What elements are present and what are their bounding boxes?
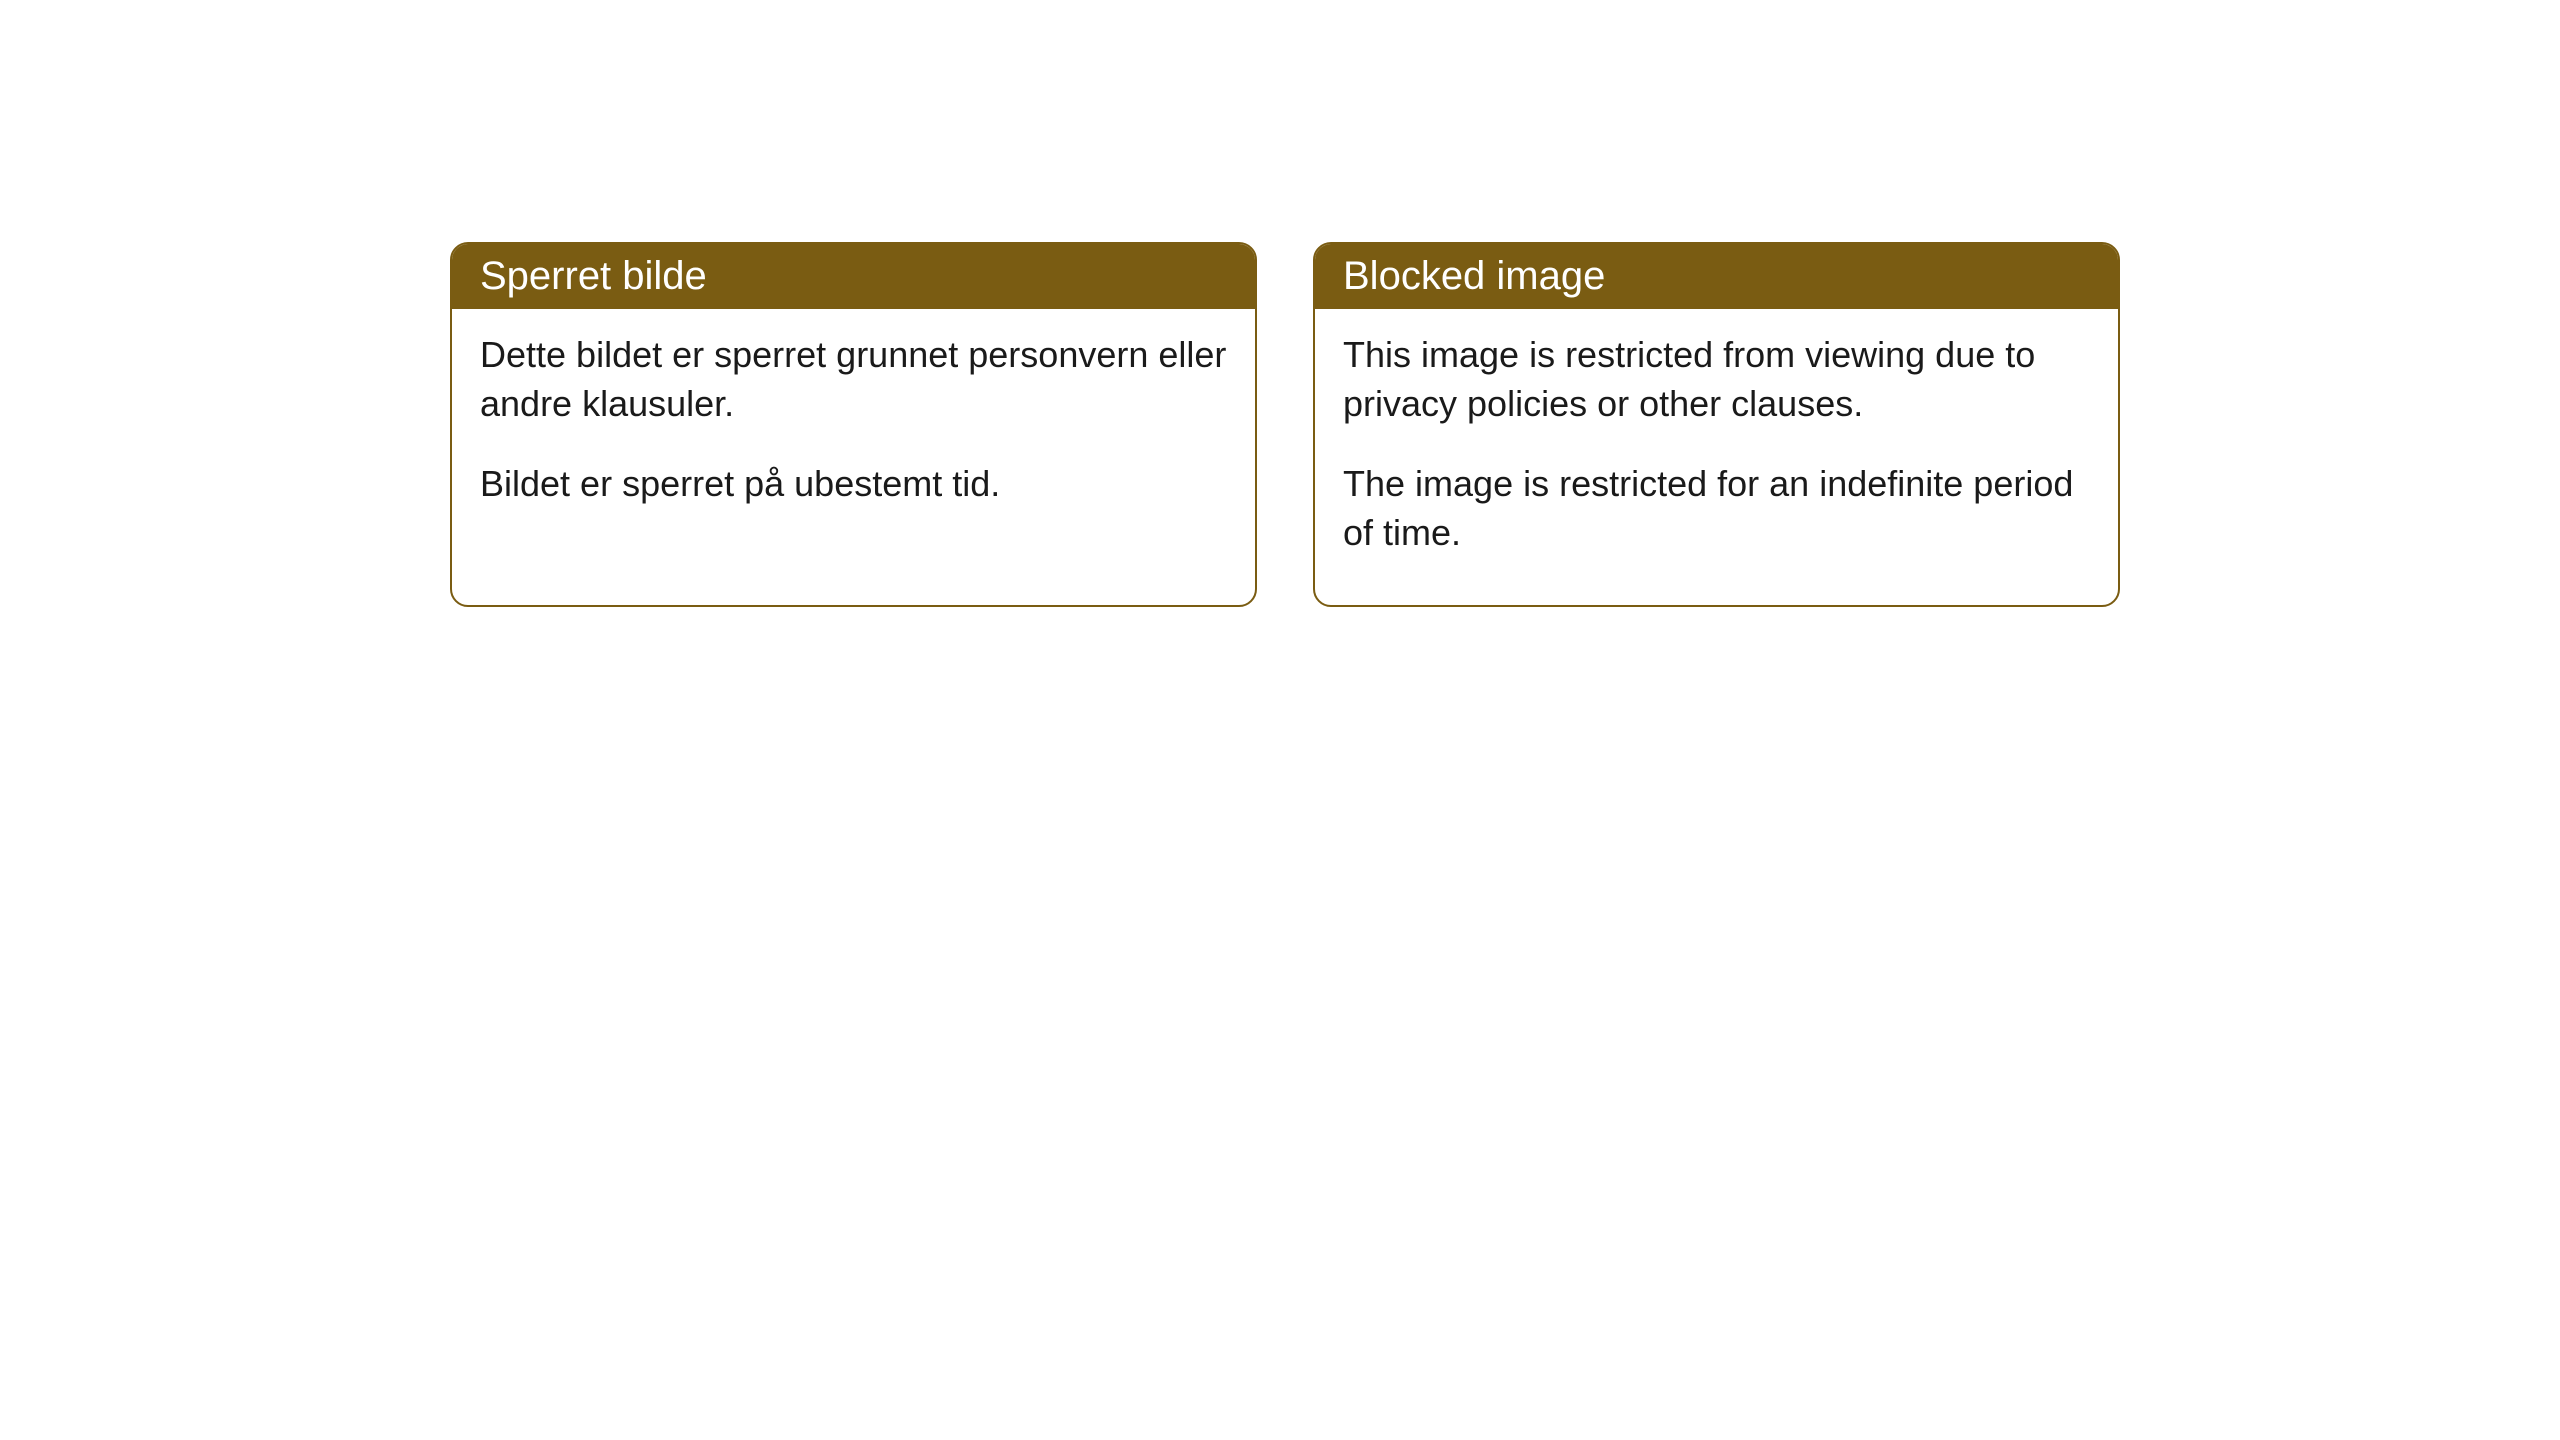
card-paragraph-2-english: The image is restricted for an indefinit… xyxy=(1343,460,2090,557)
card-body-norwegian: Dette bildet er sperret grunnet personve… xyxy=(452,309,1255,557)
blocked-image-card-english: Blocked image This image is restricted f… xyxy=(1313,242,2120,607)
card-paragraph-1-norwegian: Dette bildet er sperret grunnet personve… xyxy=(480,331,1227,428)
card-paragraph-2-norwegian: Bildet er sperret på ubestemt tid. xyxy=(480,460,1227,509)
card-header-norwegian: Sperret bilde xyxy=(452,244,1255,309)
card-title-norwegian: Sperret bilde xyxy=(480,254,707,298)
cards-container: Sperret bilde Dette bildet er sperret gr… xyxy=(0,0,2560,607)
card-header-english: Blocked image xyxy=(1315,244,2118,309)
blocked-image-card-norwegian: Sperret bilde Dette bildet er sperret gr… xyxy=(450,242,1257,607)
card-title-english: Blocked image xyxy=(1343,254,1605,298)
card-body-english: This image is restricted from viewing du… xyxy=(1315,309,2118,605)
card-paragraph-1-english: This image is restricted from viewing du… xyxy=(1343,331,2090,428)
